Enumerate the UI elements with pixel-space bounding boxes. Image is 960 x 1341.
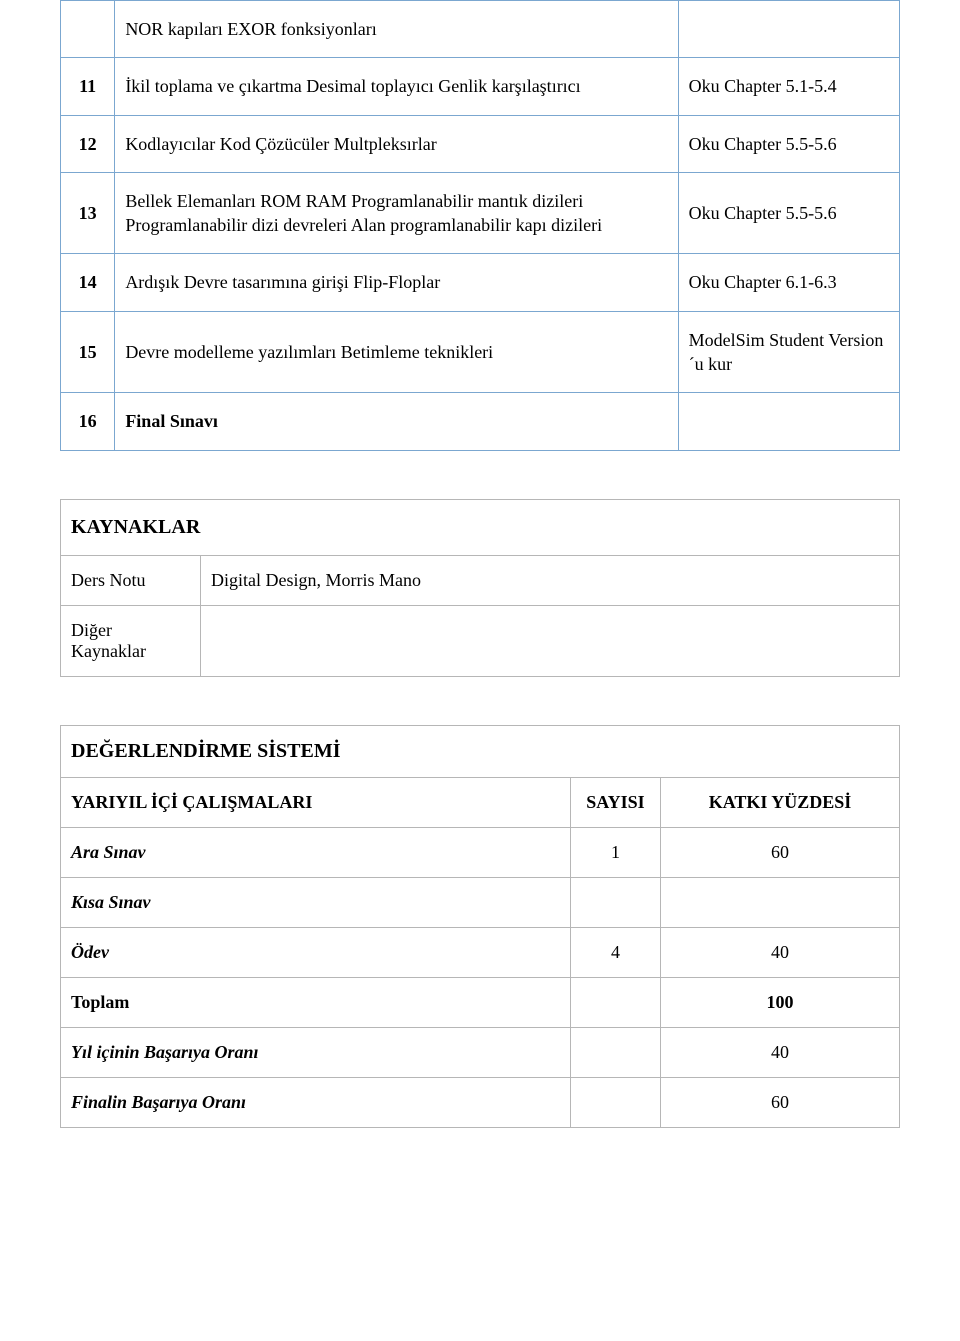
eval-name: Kısa Sınav bbox=[61, 877, 571, 927]
resource-value: Digital Design, Morris Mano bbox=[201, 555, 900, 605]
table-row: Ödev 4 40 bbox=[61, 927, 900, 977]
schedule-note: Oku Chapter 5.5-5.6 bbox=[678, 172, 899, 254]
schedule-note: Oku Chapter 6.1-6.3 bbox=[678, 254, 899, 311]
eval-header-percent: KATKI YÜZDESİ bbox=[661, 777, 900, 827]
resources-heading-row: KAYNAKLAR bbox=[61, 499, 900, 555]
schedule-body: NOR kapıları EXOR fonksiyonları 11 İkil … bbox=[61, 1, 900, 451]
eval-count: 1 bbox=[571, 827, 661, 877]
table-row: 15 Devre modelleme yazılımları Betimleme… bbox=[61, 311, 900, 393]
eval-name: Finalin Başarıya Oranı bbox=[61, 1077, 571, 1127]
schedule-note bbox=[678, 393, 899, 450]
eval-percent: 40 bbox=[661, 1027, 900, 1077]
eval-header-row: YARIYIL İÇİ ÇALIŞMALARI SAYISI KATKI YÜZ… bbox=[61, 777, 900, 827]
resources-table: KAYNAKLAR Ders Notu Digital Design, Morr… bbox=[60, 499, 900, 677]
eval-percent: 40 bbox=[661, 927, 900, 977]
schedule-num: 11 bbox=[61, 58, 115, 115]
evaluation-table: DEĞERLENDİRME SİSTEMİ YARIYIL İÇİ ÇALIŞM… bbox=[60, 725, 900, 1128]
table-row: Yıl içinin Başarıya Oranı 40 bbox=[61, 1027, 900, 1077]
schedule-topic: Devre modelleme yazılımları Betimleme te… bbox=[115, 311, 678, 393]
schedule-table: NOR kapıları EXOR fonksiyonları 11 İkil … bbox=[60, 0, 900, 451]
schedule-num: 12 bbox=[61, 115, 115, 172]
table-row: Finalin Başarıya Oranı 60 bbox=[61, 1077, 900, 1127]
schedule-note: Oku Chapter 5.5-5.6 bbox=[678, 115, 899, 172]
table-row: 13 Bellek Elemanları ROM RAM Programlana… bbox=[61, 172, 900, 254]
eval-heading: DEĞERLENDİRME SİSTEMİ bbox=[61, 725, 900, 777]
schedule-topic: NOR kapıları EXOR fonksiyonları bbox=[115, 1, 678, 58]
eval-count: 4 bbox=[571, 927, 661, 977]
table-row: 14 Ardışık Devre tasarımına girişi Flip-… bbox=[61, 254, 900, 311]
resources-heading: KAYNAKLAR bbox=[61, 499, 900, 555]
table-row: 11 İkil toplama ve çıkartma Desimal topl… bbox=[61, 58, 900, 115]
schedule-note bbox=[678, 1, 899, 58]
eval-header-name: YARIYIL İÇİ ÇALIŞMALARI bbox=[61, 777, 571, 827]
table-row: Toplam 100 bbox=[61, 977, 900, 1027]
resource-label: Ders Notu bbox=[61, 555, 201, 605]
table-row: 12 Kodlayıcılar Kod Çözücüler Multpleksı… bbox=[61, 115, 900, 172]
eval-count bbox=[571, 877, 661, 927]
schedule-note: Oku Chapter 5.1-5.4 bbox=[678, 58, 899, 115]
eval-name: Yıl içinin Başarıya Oranı bbox=[61, 1027, 571, 1077]
table-row: Diğer Kaynaklar bbox=[61, 605, 900, 676]
eval-percent: 100 bbox=[661, 977, 900, 1027]
schedule-note: ModelSim Student Version´u kur bbox=[678, 311, 899, 393]
schedule-num: 14 bbox=[61, 254, 115, 311]
eval-header-count: SAYISI bbox=[571, 777, 661, 827]
table-row: Ders Notu Digital Design, Morris Mano bbox=[61, 555, 900, 605]
schedule-num: 13 bbox=[61, 172, 115, 254]
eval-name: Toplam bbox=[61, 977, 571, 1027]
table-row: 16 Final Sınavı bbox=[61, 393, 900, 450]
table-row: Kısa Sınav bbox=[61, 877, 900, 927]
schedule-num: 16 bbox=[61, 393, 115, 450]
eval-count bbox=[571, 977, 661, 1027]
eval-percent: 60 bbox=[661, 1077, 900, 1127]
schedule-topic: Ardışık Devre tasarımına girişi Flip-Flo… bbox=[115, 254, 678, 311]
table-row: NOR kapıları EXOR fonksiyonları bbox=[61, 1, 900, 58]
schedule-topic: Kodlayıcılar Kod Çözücüler Multpleksırla… bbox=[115, 115, 678, 172]
table-row: Ara Sınav 1 60 bbox=[61, 827, 900, 877]
eval-percent bbox=[661, 877, 900, 927]
eval-name: Ödev bbox=[61, 927, 571, 977]
schedule-topic: Bellek Elemanları ROM RAM Programlanabil… bbox=[115, 172, 678, 254]
eval-percent: 60 bbox=[661, 827, 900, 877]
resource-label: Diğer Kaynaklar bbox=[61, 605, 201, 676]
schedule-topic: İkil toplama ve çıkartma Desimal toplayı… bbox=[115, 58, 678, 115]
eval-count bbox=[571, 1077, 661, 1127]
schedule-topic: Final Sınavı bbox=[115, 393, 678, 450]
schedule-num bbox=[61, 1, 115, 58]
eval-heading-row: DEĞERLENDİRME SİSTEMİ bbox=[61, 725, 900, 777]
eval-count bbox=[571, 1027, 661, 1077]
schedule-num: 15 bbox=[61, 311, 115, 393]
eval-name: Ara Sınav bbox=[61, 827, 571, 877]
resource-value bbox=[201, 605, 900, 676]
